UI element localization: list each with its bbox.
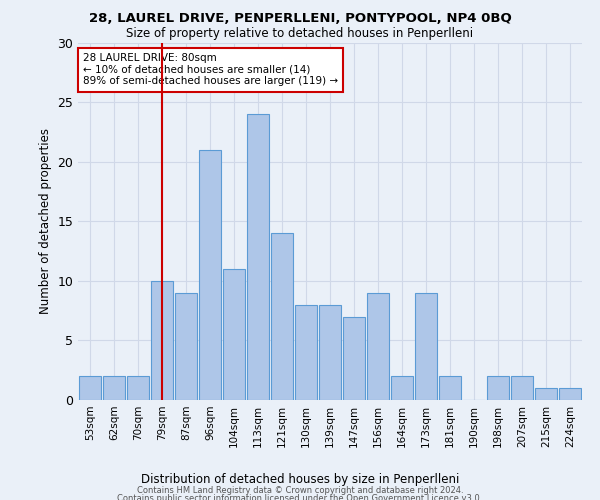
Bar [319, 304, 341, 400]
Bar [343, 316, 365, 400]
Text: 28 LAUREL DRIVE: 80sqm
← 10% of detached houses are smaller (14)
89% of semi-det: 28 LAUREL DRIVE: 80sqm ← 10% of detached… [83, 53, 338, 86]
Bar [79, 376, 101, 400]
Bar [439, 376, 461, 400]
Bar [415, 293, 437, 400]
Bar [175, 293, 197, 400]
Bar [367, 293, 389, 400]
Bar [223, 269, 245, 400]
Text: Size of property relative to detached houses in Penperlleni: Size of property relative to detached ho… [127, 28, 473, 40]
Bar [151, 281, 173, 400]
Bar [199, 150, 221, 400]
Text: Contains HM Land Registry data © Crown copyright and database right 2024.: Contains HM Land Registry data © Crown c… [137, 486, 463, 495]
Bar [559, 388, 581, 400]
Text: 28, LAUREL DRIVE, PENPERLLENI, PONTYPOOL, NP4 0BQ: 28, LAUREL DRIVE, PENPERLLENI, PONTYPOOL… [89, 12, 511, 26]
Bar [535, 388, 557, 400]
Bar [511, 376, 533, 400]
Bar [103, 376, 125, 400]
Text: Distribution of detached houses by size in Penperlleni: Distribution of detached houses by size … [141, 472, 459, 486]
Text: Contains public sector information licensed under the Open Government Licence v3: Contains public sector information licen… [118, 494, 482, 500]
Bar [127, 376, 149, 400]
Bar [391, 376, 413, 400]
Bar [295, 304, 317, 400]
Bar [487, 376, 509, 400]
Bar [247, 114, 269, 400]
Y-axis label: Number of detached properties: Number of detached properties [39, 128, 52, 314]
Bar [271, 233, 293, 400]
